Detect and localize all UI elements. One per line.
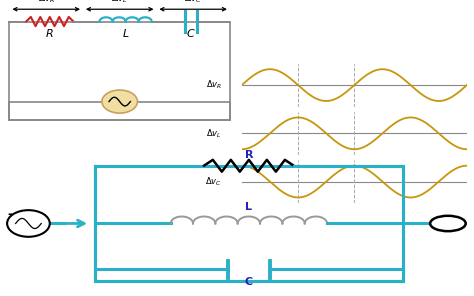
Text: L: L (246, 202, 252, 212)
Text: +: + (29, 210, 37, 220)
Text: $\Delta v_C$: $\Delta v_C$ (205, 175, 222, 188)
Text: $\Delta v_R$: $\Delta v_R$ (206, 79, 222, 91)
Circle shape (7, 210, 50, 237)
Text: $\Delta v_C$: $\Delta v_C$ (184, 0, 202, 5)
Text: C: C (187, 29, 195, 39)
Text: R: R (46, 29, 54, 39)
Text: $\Delta v_L$: $\Delta v_L$ (111, 0, 128, 5)
Text: R: R (245, 150, 253, 160)
Ellipse shape (430, 216, 465, 231)
Text: $\Delta v_L$: $\Delta v_L$ (206, 127, 222, 140)
Text: L: L (122, 29, 129, 39)
Text: -: - (8, 208, 13, 221)
Circle shape (102, 90, 137, 113)
Text: C: C (245, 277, 253, 287)
Text: $\Delta v_R$: $\Delta v_R$ (37, 0, 55, 5)
